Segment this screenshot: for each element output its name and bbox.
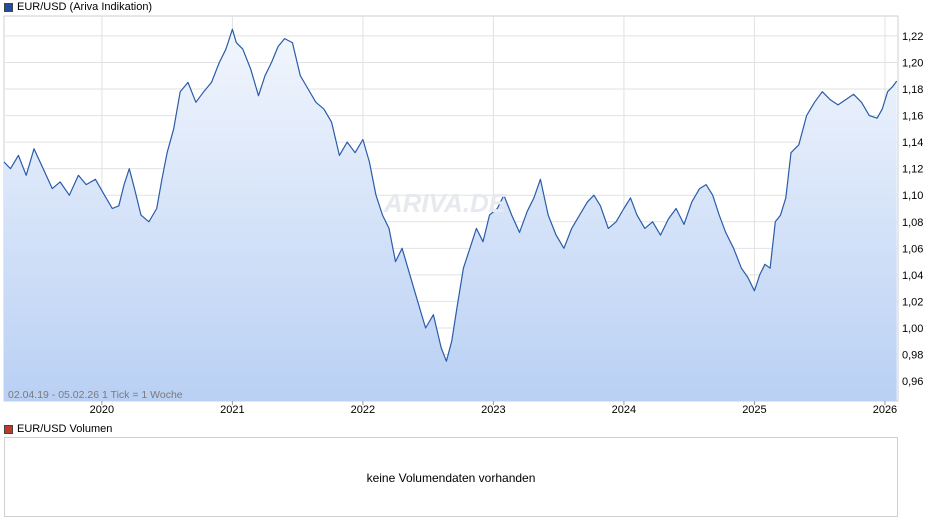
price-chart: 0,96 0,98 1,00 1,02 1,04 1,06 1,08 1,10 1,12 1,14…	[3, 15, 923, 416]
no-volume-message: keine Volumendaten vorhanden	[366, 471, 536, 485]
y-tick-label: 1,20	[902, 57, 923, 69]
x-tick-label: 2020	[90, 404, 114, 416]
x-tick-label: 2024	[612, 404, 636, 416]
y-tick-label: 1,16	[902, 111, 923, 123]
y-tick-label: 1,14	[902, 137, 923, 149]
x-tick-label: 2021	[220, 404, 244, 416]
ariva-watermark: ARIVA.DE	[383, 188, 507, 218]
price-legend: EUR/USD (Ariva Indikation)	[4, 1, 152, 13]
date-range-info: 02.04.19 - 05.02.26 1 Tick = 1 Woche	[8, 389, 183, 401]
volume-legend: EUR/USD Volumen	[4, 423, 112, 435]
series-line	[3, 28, 898, 362]
y-tick-label: 0,98	[902, 350, 923, 362]
x-tick-label: 2022	[351, 404, 375, 416]
y-tick-label: 1,22	[902, 31, 923, 43]
x-tick-label: 2026	[873, 404, 897, 416]
x-tick-label: 2025	[742, 404, 766, 416]
y-tick-label: 1,00	[902, 323, 923, 335]
series-area-fill	[4, 29, 897, 402]
volume-panel: keine Volumendaten vorhanden	[4, 437, 898, 517]
y-tick-label: 1,08	[902, 217, 923, 229]
volume-legend-swatch	[4, 424, 13, 434]
y-tick-label: 1,18	[902, 84, 923, 96]
price-legend-swatch	[4, 2, 13, 12]
y-tick-label: 1,04	[902, 270, 923, 282]
volume-legend-label: EUR/USD Volumen	[17, 423, 113, 435]
y-tick-label: 1,12	[902, 164, 923, 176]
y-tick-label: 1,02	[902, 296, 923, 308]
x-tick-label: 2023	[481, 404, 505, 416]
y-tick-label: 1,10	[902, 190, 923, 202]
y-tick-label: 1,06	[902, 243, 923, 255]
price-legend-label: EUR/USD (Ariva Indikation)	[17, 1, 153, 13]
y-tick-label: 0,96	[902, 376, 923, 388]
